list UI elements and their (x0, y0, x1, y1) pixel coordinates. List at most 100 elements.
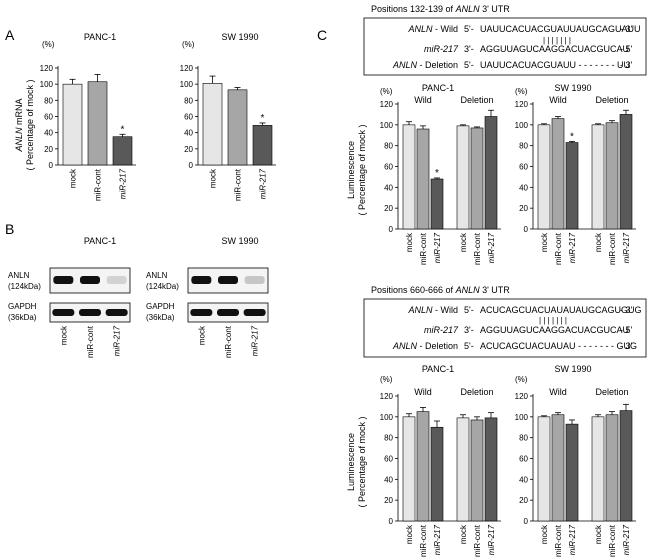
blot-lane-label: miR-cont (86, 325, 95, 358)
site1-row-deletion-suffix: - Deletion (417, 60, 458, 70)
chart-c-site1-sw1990: SW 1990 (%) 0 20 40 60 80 100 120 Wild Deletion moc… (515, 83, 636, 265)
site2-row-wild-label: ANLN - Wild (407, 305, 458, 315)
site2-row-deletion-suffix: - Deletion (417, 341, 458, 351)
category-label: mock (459, 232, 468, 252)
blot-band-gapdh (105, 309, 128, 316)
y-tick-label: 40 (384, 183, 393, 192)
bar (416, 411, 430, 522)
y-tick-label: 120 (380, 392, 394, 401)
category-label: miR-cont (419, 524, 428, 557)
site2-row-mir-seq: AGGUUAGUCAAGGACUACGUCAU (480, 325, 629, 335)
y-tick-label: 0 (389, 517, 394, 526)
group-label: Wild (549, 387, 567, 397)
y-tick-label: 20 (44, 145, 53, 154)
panel-c-top-ylabel-line1: Luminescence (346, 141, 356, 199)
y-tick-label: 0 (524, 517, 529, 526)
chart-title: SW 1990 (221, 32, 258, 42)
y-tick-label: 120 (180, 64, 194, 73)
category-label: mock (594, 232, 603, 252)
y-tick-label: 60 (519, 163, 528, 172)
category-label: mock (69, 168, 78, 188)
blot-band-gapdh (243, 309, 266, 316)
chart-c-site1-panc1: PANC-1 (%) 0 20 40 60 80 100 120 Wild Deletion mock… (380, 83, 501, 265)
site1-row-wild-label: ANLN - Wild (407, 24, 458, 34)
y-tick-label: 100 (380, 121, 394, 130)
chart-title: PANC-1 (84, 32, 116, 42)
panel-a-ylabel: ANLN mRNA (14, 98, 24, 152)
site1-block: Positions 132-139 of ANLN 3' UTR ANLN - … (363, 4, 647, 76)
site2-title-prefix: Positions 660-666 of (371, 285, 456, 295)
blot-label-gapdh: GAPDH (146, 302, 175, 311)
y-tick-label: 40 (384, 475, 393, 484)
category-label: miR-cont (94, 168, 103, 201)
site1-row-deletion: ANLN - Deletion 5'- UAUUCACUACGUAUU - - … (392, 60, 633, 70)
blot-kda-gapdh: (36kDa) (146, 313, 175, 322)
site1-row-mir-prime5: - 5' (620, 44, 633, 54)
y-tick-label: 120 (380, 100, 394, 109)
site1-row-mir-label: miR-217 (424, 44, 459, 54)
y-tick-label: 20 (384, 496, 393, 505)
blot-title: SW 1990 (221, 236, 258, 246)
bar (62, 83, 83, 166)
y-tick-label: 80 (519, 142, 528, 151)
site2-pairing-lines: | | | | | | | (539, 316, 567, 325)
site2-row-deletion-prime5: 5'- (464, 341, 474, 351)
panel-c-bottom-ylabel-line2: ( Percentage of mock ) (357, 416, 367, 507)
blot-band-anln (80, 276, 100, 284)
blot-label-anln: ANLN (146, 271, 168, 280)
y-tick-label: 80 (519, 434, 528, 443)
y-tick-label: 80 (384, 434, 393, 443)
blot-lane-label: miR-217 (251, 325, 260, 356)
y-unit-label: (%) (380, 87, 393, 96)
y-tick-label: 120 (515, 392, 529, 401)
category-label: mock (209, 168, 218, 188)
chart-c-site2-panc1: PANC-1 (%) 0 20 40 60 80 100 120 Wild Deletion mock… (380, 364, 501, 557)
y-tick-label: 60 (384, 455, 393, 464)
western-blot-sw1990: SW 1990 ANLN (124kDa) GAPDH (36kDa) mock miR-c… (146, 236, 269, 358)
y-tick-label: 120 (515, 100, 529, 109)
y-tick-label: 40 (44, 129, 53, 138)
site1-box (363, 17, 647, 76)
bar (619, 114, 633, 230)
site1-row-mir-seq: AGGUUAGUCAAGGACUACGUCAU (480, 44, 629, 54)
site1-row-wild: ANLN - Wild 5'- UAUUCACUACGUAUUAUGCAGUAU… (407, 24, 640, 34)
bar (402, 416, 416, 522)
y-unit-label: (%) (380, 375, 393, 384)
blot-band-gapdh (79, 309, 101, 316)
category-label: mock (459, 524, 468, 544)
bar (484, 116, 498, 230)
y-unit-label: (%) (515, 87, 528, 96)
site1-row-wild-suffix: - Wild (433, 24, 459, 34)
significance-asterisk: * (261, 113, 265, 124)
blot-lane-label: miR-217 (113, 325, 122, 356)
site2-title-gene: ANLN (455, 285, 481, 295)
site1-title-gene: ANLN (455, 4, 481, 14)
blot-label-anln: ANLN (8, 271, 30, 280)
chart-title: PANC-1 (422, 364, 454, 374)
blot-kda-anln: (124kDa) (146, 282, 179, 291)
y-tick-label: 80 (184, 96, 193, 105)
site2-title-suffix: 3' UTR (480, 285, 511, 295)
group-label: Deletion (595, 387, 628, 397)
site1-row-deletion-label: ANLN - Deletion (392, 60, 458, 70)
bar (227, 89, 248, 166)
site1-row-wild-seq: UAUUCACUACGUAUUAUGCAGUAUU (480, 24, 641, 34)
category-label: miR-217 (433, 232, 442, 263)
category-label: miR-cont (473, 232, 482, 265)
site2-box (363, 298, 647, 358)
group-label: Wild (549, 95, 567, 105)
blot-lane-label: miR-cont (224, 325, 233, 358)
significance-asterisk: * (435, 168, 439, 179)
blot-band-gapdh (52, 309, 75, 316)
category-label: mock (405, 524, 414, 544)
site2-row-deletion-label: ANLN - Deletion (392, 341, 458, 351)
group-label: Wild (414, 95, 432, 105)
y-tick-label: 40 (519, 183, 528, 192)
y-tick-label: 60 (184, 113, 193, 122)
bar (470, 127, 484, 230)
bar (484, 417, 498, 522)
bar (537, 416, 551, 522)
y-tick-label: 60 (384, 163, 393, 172)
site2-row-wild-prime5: 5'- (464, 305, 474, 315)
y-tick-label: 20 (384, 204, 393, 213)
